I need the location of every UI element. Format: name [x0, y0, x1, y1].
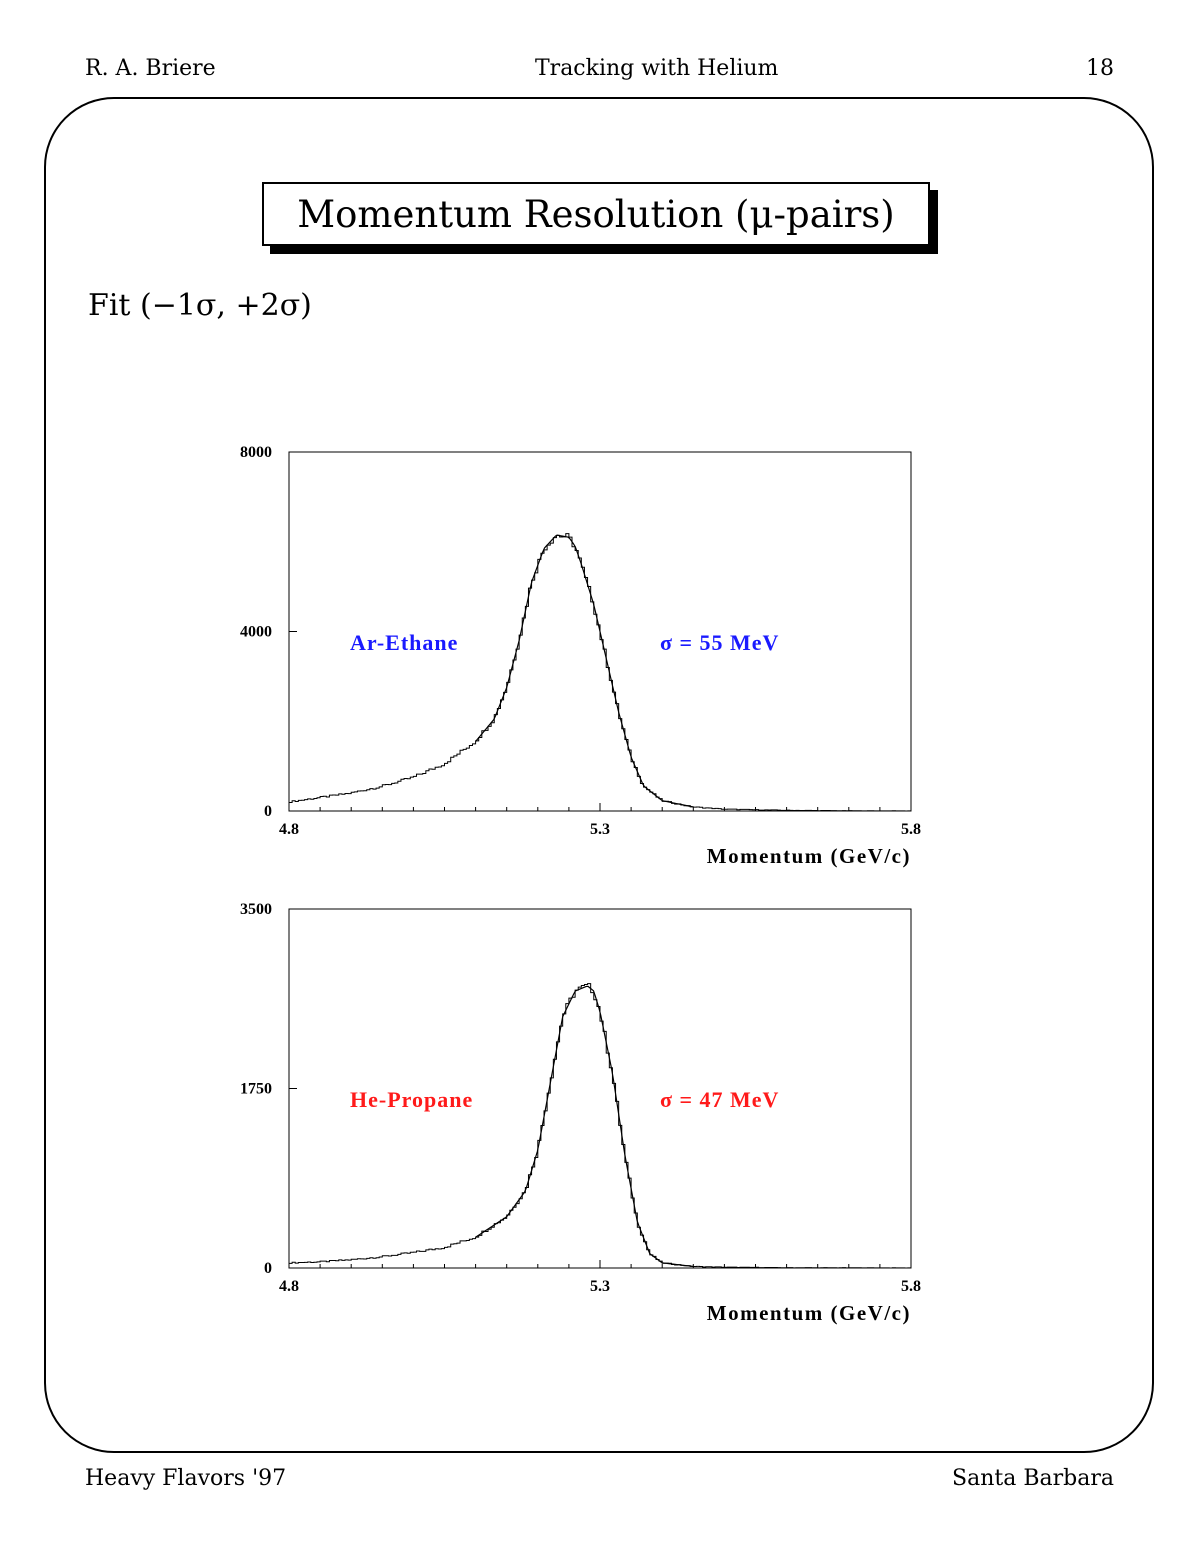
- chart-he-propane: 0 1750 3500 4.8 5.3 5.8 Momentum (GeV/c) He-Pro…: [240, 901, 921, 1325]
- footer-conference: Heavy Flavors '97: [85, 1466, 287, 1491]
- he-propane-fit-curve: [475, 985, 694, 1268]
- ar-ethane-ytick-label: 8000: [240, 444, 272, 461]
- slide-frame: [44, 97, 1154, 1453]
- ar-ethane-ytick-label: 0: [264, 803, 272, 820]
- he-propane-resolution-label: σ = 47 MeV: [660, 1087, 779, 1112]
- he-propane-ytick-label: 1750: [240, 1081, 272, 1098]
- ar-ethane-ytick-label: 4000: [240, 624, 272, 641]
- he-propane-histogram: [289, 983, 911, 1269]
- ar-ethane-fit-curve: [475, 534, 694, 808]
- ar-ethane-histogram: [289, 533, 911, 812]
- he-propane-ytick-label: 0: [264, 1260, 272, 1277]
- he-propane-ytick-label: 3500: [240, 901, 272, 918]
- header-page-number: 18: [1086, 56, 1114, 81]
- he-propane-xtick-label: 4.8: [279, 1278, 299, 1295]
- he-propane-xtick-label: 5.8: [901, 1278, 921, 1295]
- chart-ar-ethane: 0 4000 8000 4.8 5.3 5.8 Momentum (GeV/c) Ar-Eth…: [240, 444, 921, 868]
- ar-ethane-xtick-label: 5.3: [590, 821, 610, 838]
- ar-ethane-xtick-label: 5.8: [901, 821, 921, 838]
- he-propane-xtick-label: 5.3: [590, 1278, 610, 1295]
- he-propane-xlabel: Momentum (GeV/c): [707, 1301, 911, 1325]
- footer-location: Santa Barbara: [952, 1466, 1114, 1491]
- ar-ethane-gas-label: Ar-Ethane: [350, 630, 458, 655]
- slide-title: Momentum Resolution (μ-pairs): [262, 182, 930, 246]
- ar-ethane-resolution-label: σ = 55 MeV: [660, 630, 779, 655]
- he-propane-gas-label: He-Propane: [350, 1087, 473, 1112]
- ar-ethane-xlabel: Momentum (GeV/c): [707, 844, 911, 868]
- header-topic: Tracking with Helium: [535, 56, 779, 81]
- ar-ethane-xtick-label: 4.8: [279, 821, 299, 838]
- fit-note: Fit (−1σ, +2σ): [88, 288, 312, 323]
- header-author: R. A. Briere: [85, 56, 216, 81]
